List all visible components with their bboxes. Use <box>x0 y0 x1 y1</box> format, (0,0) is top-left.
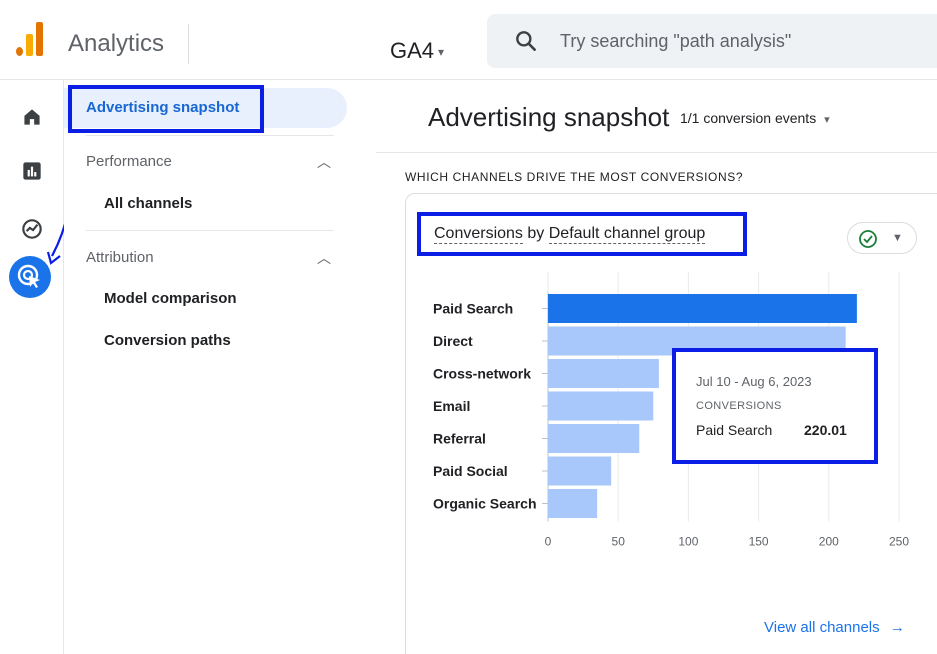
page-title: Advertising snapshot <box>428 102 670 132</box>
app-title: Analytics <box>68 30 165 57</box>
left-rail <box>0 80 78 654</box>
section-question: WHICH CHANNELS DRIVE THE MOST CONVERSION… <box>405 170 744 184</box>
search-icon <box>516 31 536 51</box>
nav-section-performance[interactable]: Performance <box>86 153 172 170</box>
advertising-icon[interactable] <box>9 256 51 298</box>
category-label: Direct <box>433 333 473 349</box>
category-label: Paid Search <box>433 301 513 317</box>
chevron-up-icon[interactable]: ︿ <box>317 250 331 266</box>
conversion-events-dropdown[interactable]: 1/1 conversion events ▾ <box>680 110 830 126</box>
conversion-events-label: 1/1 conversion events <box>680 110 817 126</box>
view-all-label: View all channels <box>764 619 880 636</box>
nav-divider <box>86 230 334 231</box>
home-icon[interactable] <box>19 104 45 130</box>
nav-item-conversion-paths[interactable]: Conversion paths <box>104 332 231 349</box>
view-all-channels-link[interactable]: View all channels → <box>764 619 905 636</box>
chart-tooltip: Jul 10 - Aug 6, 2023 CONVERSIONS Paid Se… <box>672 348 878 464</box>
category-label: Paid Social <box>433 463 508 479</box>
analytics-logo-icon[interactable] <box>14 20 48 56</box>
category-label: Referral <box>433 431 486 447</box>
check-circle-icon <box>859 230 877 248</box>
card-title[interactable]: Conversions by Default channel group <box>434 225 706 244</box>
tooltip-value: 220.01 <box>804 422 847 438</box>
x-tick-label: 100 <box>678 535 698 549</box>
arrow-right-icon: → <box>889 619 905 636</box>
tooltip-metric: CONVERSIONS <box>696 400 782 412</box>
bar <box>548 391 654 421</box>
property-name: GA4 <box>390 38 435 63</box>
bar <box>548 424 640 453</box>
nav-divider <box>86 135 334 136</box>
comparison-status-button[interactable]: ▼ <box>847 222 917 254</box>
reports-icon[interactable] <box>19 158 45 184</box>
tooltip-date-range: Jul 10 - Aug 6, 2023 <box>696 374 812 389</box>
category-label: Organic Search <box>433 496 537 512</box>
title-divider <box>188 24 189 64</box>
nav-item-model-comparison[interactable]: Model comparison <box>104 290 237 307</box>
highlight-box <box>417 212 747 256</box>
card-title-dimension[interactable]: Default channel group <box>548 225 706 244</box>
x-tick-label: 0 <box>545 535 552 549</box>
nav-item-advertising-snapshot-label[interactable]: Advertising snapshot <box>86 99 240 116</box>
tooltip-channel: Paid Search <box>696 422 773 438</box>
caret-down-icon: ▼ <box>892 232 903 244</box>
x-tick-label: 50 <box>612 535 626 549</box>
card-title-metric[interactable]: Conversions <box>434 225 523 244</box>
property-selector[interactable]: GA4 ▾ <box>390 38 444 64</box>
bar <box>548 294 857 323</box>
nav-section-attribution[interactable]: Attribution <box>86 249 154 266</box>
nav-item-all-channels[interactable]: All channels <box>104 195 193 212</box>
explore-icon[interactable] <box>19 216 45 242</box>
caret-down-icon: ▾ <box>824 114 830 126</box>
nav-item-advertising-snapshot[interactable] <box>64 88 347 128</box>
bar <box>548 456 612 486</box>
bar <box>548 359 659 388</box>
highlight-box <box>68 85 264 133</box>
x-tick-label: 200 <box>819 535 839 549</box>
search-bar[interactable]: Try searching "path analysis" <box>487 14 937 68</box>
x-tick-label: 250 <box>889 535 909 549</box>
search-placeholder: Try searching "path analysis" <box>560 31 792 51</box>
header-divider <box>376 152 937 153</box>
top-bar: Analytics GA4 ▾ Try searching "path analy… <box>0 0 937 80</box>
category-label: Email <box>433 398 470 414</box>
bar-chart: 0 50 100 150 200 250 Paid Search Direct Cross-ne… <box>433 272 909 549</box>
bar <box>548 489 598 518</box>
chevron-up-icon[interactable]: ︿ <box>317 154 331 170</box>
x-tick-label: 150 <box>749 535 769 549</box>
caret-down-icon: ▾ <box>438 45 445 60</box>
card-title-by: by <box>527 225 545 242</box>
secondary-nav: Advertising snapshot Performance ︿ All c… <box>64 80 376 654</box>
category-label: Cross-network <box>433 366 531 382</box>
